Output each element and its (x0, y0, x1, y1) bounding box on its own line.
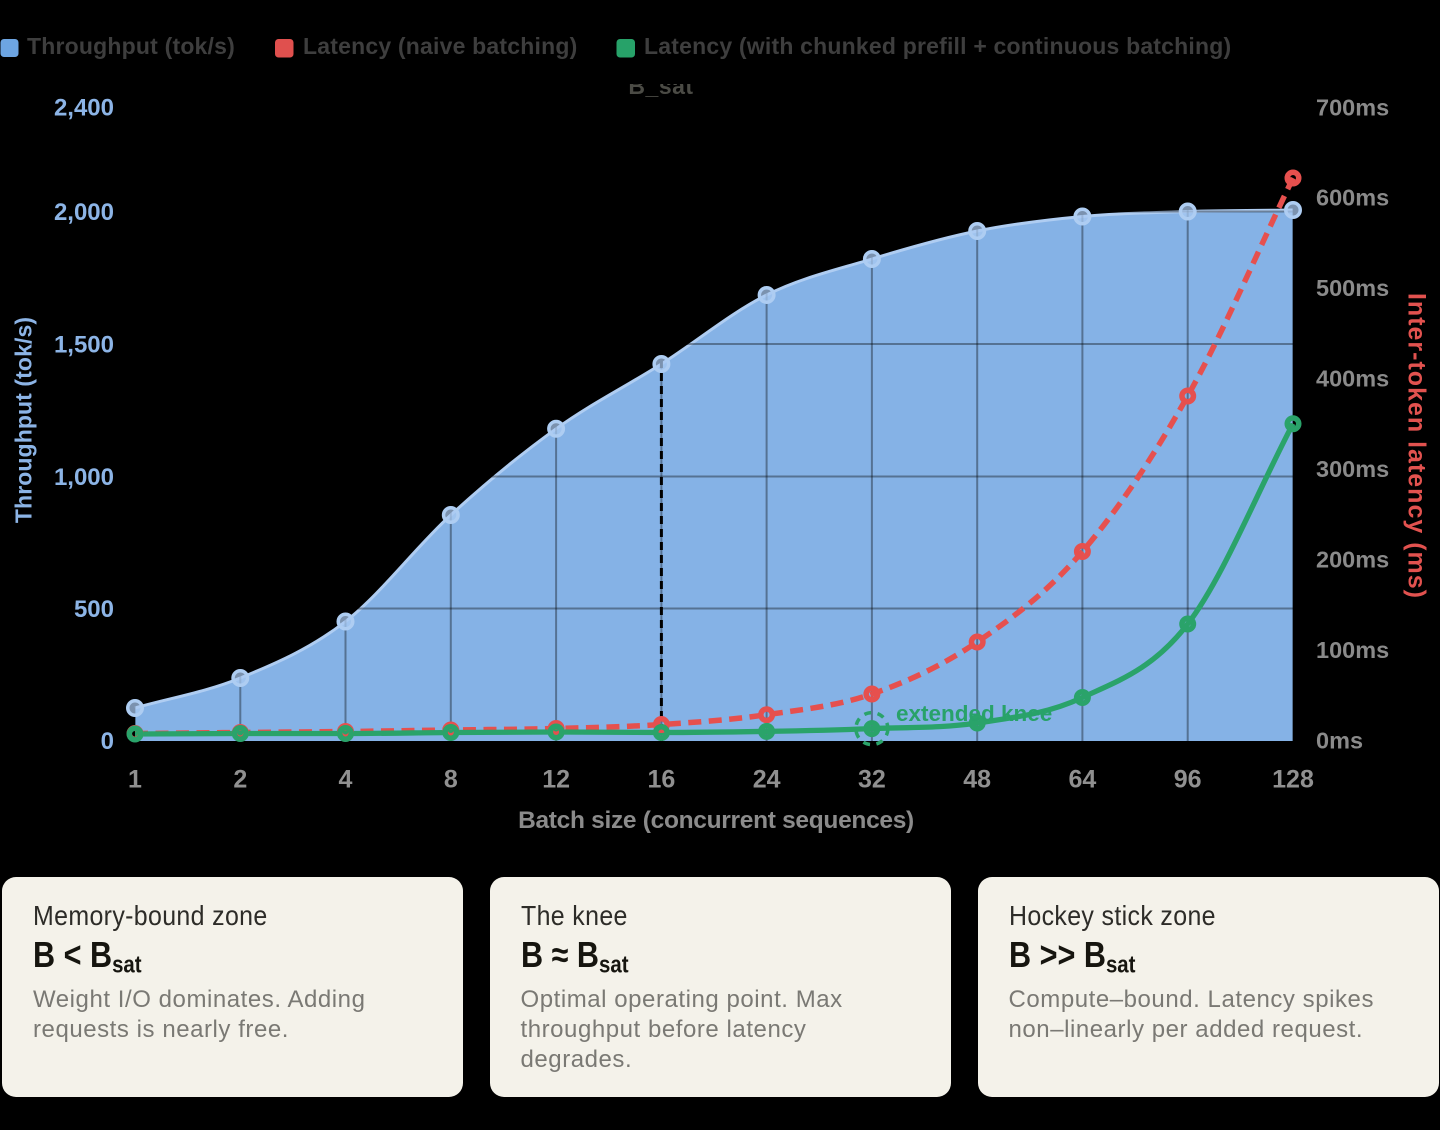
svg-text:Batch size (concurrent sequenc: Batch size (concurrent sequences) (518, 807, 914, 834)
svg-text:24: 24 (753, 766, 781, 794)
svg-text:700ms: 700ms (1316, 94, 1389, 120)
svg-text:300ms: 300ms (1316, 456, 1389, 482)
svg-text:2,000: 2,000 (54, 199, 114, 226)
svg-text:Throughput (tok/s): Throughput (tok/s) (11, 317, 37, 523)
svg-text:16: 16 (647, 766, 675, 794)
svg-text:64: 64 (1068, 766, 1096, 794)
svg-text:B_sat: B_sat (628, 73, 693, 99)
svg-text:0ms: 0ms (1316, 727, 1363, 753)
svg-text:32: 32 (858, 766, 886, 794)
svg-text:Inter-token latency (ms): Inter-token latency (ms) (1403, 293, 1431, 599)
svg-text:600ms: 600ms (1316, 185, 1389, 211)
svg-text:12: 12 (542, 766, 570, 794)
svg-text:2: 2 (233, 766, 247, 794)
svg-text:96: 96 (1174, 766, 1202, 794)
svg-text:Latency (naive batching): Latency (naive batching) (303, 33, 577, 59)
svg-text:500ms: 500ms (1316, 275, 1389, 301)
svg-text:200ms: 200ms (1316, 546, 1389, 572)
svg-text:1,500: 1,500 (54, 332, 114, 359)
svg-text:1,000: 1,000 (54, 464, 114, 491)
svg-text:1: 1 (128, 766, 142, 794)
svg-text:Latency (with chunked prefill: Latency (with chunked prefill + continuo… (644, 33, 1231, 59)
svg-text:128: 128 (1272, 766, 1314, 794)
svg-text:400ms: 400ms (1316, 366, 1389, 392)
svg-text:500: 500 (74, 596, 114, 623)
svg-text:Throughput (tok/s): Throughput (tok/s) (27, 33, 235, 59)
svg-text:8: 8 (444, 766, 458, 794)
svg-text:4: 4 (339, 766, 353, 794)
svg-text:48: 48 (963, 766, 991, 794)
svg-text:0: 0 (101, 728, 114, 755)
svg-text:extended knee: extended knee (896, 701, 1052, 726)
svg-text:100ms: 100ms (1316, 637, 1389, 663)
svg-text:2,400: 2,400 (54, 95, 114, 122)
